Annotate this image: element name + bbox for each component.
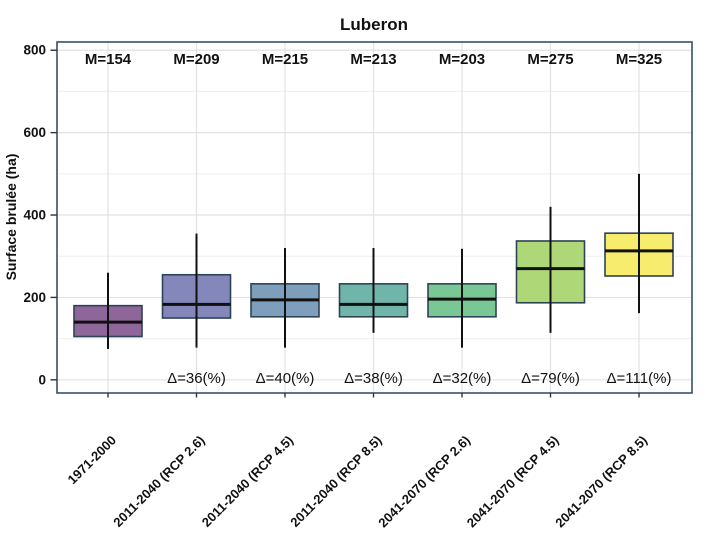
delta-label: Δ=79(%): [521, 370, 580, 387]
delta-label: Δ=40(%): [256, 370, 315, 387]
x-tick-label: 2011-2040 (RCP 2.6): [110, 433, 207, 530]
annotations-layer: M=154 M=209 Δ=36(%) M=215 Δ=40(%) M=213 Δ=38(%…: [85, 51, 672, 387]
panel-border: [56, 41, 693, 394]
mean-label: M=203: [439, 51, 485, 68]
delta-label: Δ=38(%): [344, 370, 403, 387]
mean-label: M=325: [616, 51, 662, 68]
y-tick-label: 400: [23, 208, 46, 223]
x-tick-label: 2041-2070 (RCP 8.5): [552, 433, 650, 531]
delta-label: Δ=111(%): [607, 370, 672, 387]
mean-label: M=215: [262, 51, 308, 68]
x-tick-label: 2041-2070 (RCP 2.6): [375, 433, 473, 531]
y-tick-label: 0: [38, 372, 46, 387]
x-tick-label: 2011-2040 (RCP 4.5): [199, 433, 296, 530]
boxes-layer: [73, 173, 674, 349]
x-tick-label: 2011-2040 (RCP 8.5): [287, 433, 384, 530]
mean-label: M=154: [85, 51, 132, 68]
gridlines-layer: [57, 42, 692, 393]
y-tick-label: 600: [23, 125, 46, 140]
mean-label: M=275: [527, 51, 573, 68]
x-tick-label: 2041-2070 (RCP 4.5): [464, 433, 562, 531]
chart-title: Luberon: [340, 15, 408, 34]
axes-layer: Luberon Surface brulée (ha): [3, 15, 693, 394]
x-tick-label: 1971-2000: [65, 433, 120, 488]
y-tick-label: 800: [23, 43, 46, 58]
y-axis-title: Surface brulée (ha): [3, 154, 19, 281]
delta-label: Δ=36(%): [167, 370, 226, 387]
delta-label: Δ=32(%): [433, 370, 492, 387]
mean-label: M=213: [350, 51, 396, 68]
y-tick-label: 200: [23, 290, 46, 305]
mean-label: M=209: [173, 51, 219, 68]
